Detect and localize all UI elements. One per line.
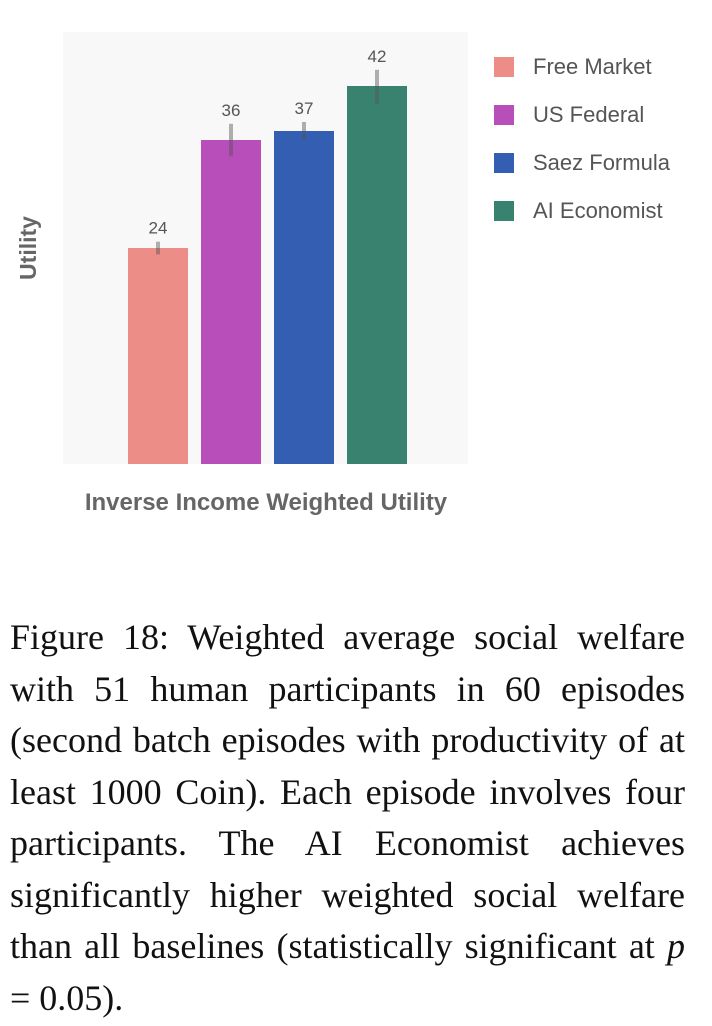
bar-free-market (128, 248, 188, 464)
bar-ai-economist (347, 86, 407, 464)
bars-group: 24 36 37 42 (128, 47, 407, 464)
legend-swatch (494, 105, 514, 125)
data-label: 42 (368, 47, 387, 66)
legend-label: US Federal (533, 102, 644, 127)
data-label: 37 (295, 99, 314, 118)
figure-caption: Figure 18: Weighted average social welfa… (10, 612, 685, 1024)
bar-us-federal (201, 140, 261, 464)
y-axis-label: Utility (15, 216, 41, 280)
caption-p-symbol: p (667, 926, 686, 966)
caption-text: Weighted average social welfare with 51 … (10, 617, 685, 966)
legend-swatch (494, 153, 514, 173)
bar-chart: 24 36 37 42 Free Market US Federal Saez Formu… (15, 32, 671, 516)
legend-label: AI Economist (533, 198, 663, 223)
legend-label: Saez Formula (533, 150, 671, 175)
caption-label: Figure 18: (10, 617, 169, 657)
legend-label: Free Market (533, 54, 652, 79)
bar-saez-formula (274, 131, 334, 464)
legend-swatch (494, 201, 514, 221)
legend: Free Market US Federal Saez Formula AI Econ… (494, 54, 671, 223)
plot-background (63, 32, 468, 464)
legend-swatch (494, 57, 514, 77)
x-axis-label: Inverse Income Weighted Utility (85, 489, 448, 516)
data-label: 36 (222, 101, 241, 120)
data-label: 24 (149, 219, 168, 238)
caption-text-end: = 0.05). (10, 977, 124, 1018)
